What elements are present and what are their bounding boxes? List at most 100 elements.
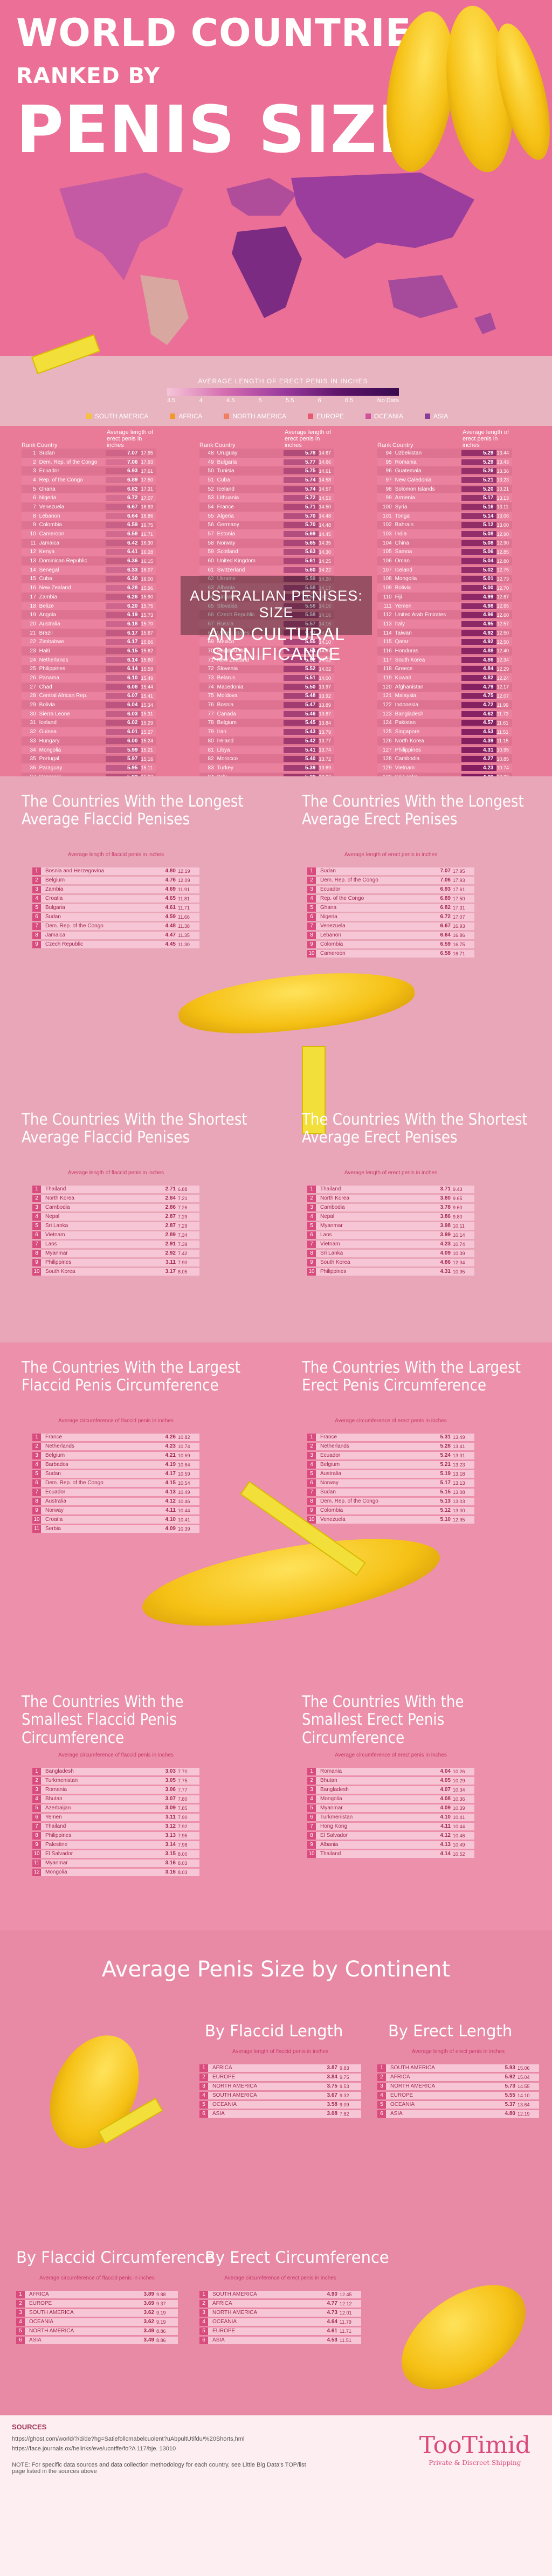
- cell-c: Albania: [316, 1841, 425, 1849]
- cell-n: 8: [307, 1832, 316, 1840]
- cell-cm: 16.86: [141, 513, 153, 519]
- cell-c: Mongolia: [41, 1869, 150, 1876]
- cell-rk: 57: [208, 531, 214, 538]
- table-row: 8 Philippines 3.13 7.95: [32, 1831, 199, 1840]
- ranking-row: 102 Bahrain 5.12 13.00: [377, 520, 512, 530]
- sources-heading: SOURCES: [12, 2423, 47, 2431]
- cell-n: 3: [307, 886, 316, 893]
- cell-v: 3.14: [150, 1841, 178, 1849]
- cell-c: Cambodia: [41, 1204, 150, 1211]
- cell-v: 4.09: [150, 1525, 178, 1533]
- cell-val: 5.59: [284, 576, 319, 582]
- cell-val: 5.00: [461, 585, 497, 591]
- cell-n: 9: [307, 1507, 316, 1514]
- ranking-row: 3 Ecuador 6.93 17.61: [22, 466, 156, 476]
- cell-c: Dem. Rep. of the Congo: [41, 922, 150, 930]
- ranking-row: 26 Panama 6.10 15.49: [22, 673, 156, 683]
- cell-cm: 17.61: [141, 468, 153, 474]
- cell-rk: 96: [385, 468, 392, 474]
- cell-val: 5.20: [461, 486, 497, 492]
- ranking-row: 101 Tonga 5.14 13.06: [377, 511, 512, 521]
- cell-v: 3.06: [150, 1786, 178, 1794]
- cell-cm: 15.44: [141, 684, 153, 690]
- ranking-row: 27 Chad 6.08 15.44: [22, 682, 156, 692]
- cell-rk: 8: [33, 513, 36, 519]
- source-link-2[interactable]: https://face.journals.ox/helinks/eve/ucn…: [12, 2446, 176, 2452]
- cell-cm: 14.20: [319, 576, 331, 582]
- source-link-1[interactable]: https://ghost.com/world/?/d/de?hg=Satief…: [12, 2436, 245, 2442]
- cell-cm: 14.22: [319, 567, 331, 573]
- table-row: 7 Laos 2.91 7.39: [32, 1240, 199, 1249]
- ranking-row: 18 Belize 6.20 15.75: [22, 601, 156, 611]
- cell-v: 4.09: [425, 1804, 453, 1812]
- cell-ct: France: [217, 504, 234, 510]
- cell-ct: Ukraine: [217, 576, 236, 582]
- cell-ct: Indonesia: [395, 702, 419, 708]
- legend-tick: 6: [318, 397, 321, 404]
- cell-ct: Afghanistan: [395, 684, 424, 690]
- continent-key-item: NORTH AMERICA: [224, 412, 286, 420]
- ranking-row: 36 Paraguay 5.95 15.11: [22, 763, 156, 773]
- cell-v: 6.72: [425, 913, 453, 921]
- table-row: 6 ASIA 3.08 7.82: [199, 2110, 361, 2118]
- table-row: 8 Jamaica 4.47 11.35: [32, 931, 199, 940]
- cell-val: 5.77: [284, 459, 319, 465]
- continent-swatch: [170, 414, 176, 419]
- cell-cm: 16.93: [141, 504, 153, 510]
- cell-ct: Mexico: [217, 639, 234, 645]
- cell-n: 2: [307, 1443, 316, 1450]
- cell-cm: 12.07: [496, 693, 509, 699]
- table-row: 10 El Salvador 3.15 8.00: [32, 1850, 199, 1858]
- table-row: 5 Sudan 4.17 10.59: [32, 1470, 199, 1478]
- cell-v: 4.80: [150, 867, 178, 875]
- cell-n: 7: [32, 1489, 41, 1496]
- cell-ct: United Kingdom: [217, 558, 256, 564]
- cell-m: 10.46: [178, 1498, 199, 1505]
- cell-cm: 15.24: [141, 738, 153, 744]
- cell-ct: Syria: [395, 504, 408, 510]
- cell-m: 9.75: [340, 2074, 361, 2081]
- table-row: 7 Ecuador 4.13 10.49: [32, 1488, 199, 1497]
- cell-c: NORTH AMERICA: [25, 2327, 128, 2335]
- cell-rk: 48: [208, 450, 214, 456]
- header: WORLD COUNTRIES RANKED BY PENIS SIZE: [0, 0, 552, 375]
- table-row: 8 El Salvador 4.12 10.46: [307, 1831, 474, 1840]
- cell-val: 5.04: [461, 558, 497, 564]
- cell-v: 5.15: [425, 1489, 453, 1496]
- cell-n: 2: [32, 1777, 41, 1785]
- cell-rk: 5: [33, 486, 36, 492]
- ranking-row: 12 Kenya 6.41 16.28: [22, 547, 156, 557]
- legend-gradient: [167, 388, 399, 396]
- legend-tick: 4.5: [226, 397, 235, 404]
- cell-rk: 68: [208, 630, 214, 636]
- cell-cm: 15.70: [141, 621, 153, 627]
- cell-rk: 6: [33, 495, 36, 501]
- cell-c: OCEANIA: [386, 2101, 489, 2109]
- table-row: 1 France 4.26 10.82: [32, 1433, 199, 1442]
- cell-cm: 16.71: [141, 531, 153, 537]
- cell-val: 6.26: [106, 594, 141, 600]
- ranking-row: 123 Bangladesh 4.62 11.73: [377, 709, 512, 719]
- cell-m: 10.36: [453, 1795, 474, 1803]
- cell-m: 9.32: [340, 2092, 361, 2099]
- cell-n: 6: [32, 913, 41, 921]
- cell-rk: 34: [30, 747, 36, 753]
- cell-val: 6.15: [106, 648, 141, 654]
- cell-v: 4.76: [150, 877, 178, 884]
- cell-n: 3: [32, 886, 41, 893]
- cell-val: 5.41: [284, 747, 319, 753]
- brand-logo[interactable]: TooTimid Private & Discreet Shipping: [419, 2432, 530, 2467]
- ranking-header: Rank Country Average length of erect penis…: [22, 429, 156, 449]
- table-row: 6 Yemen 3.11 7.90: [32, 1813, 199, 1822]
- cell-m: 10.74: [453, 1241, 474, 1248]
- table-row: 5 OCEANIA 3.58 9.09: [199, 2100, 361, 2109]
- cell-v: 4.45: [150, 941, 178, 948]
- cell-v: 3.15: [150, 1850, 178, 1858]
- cell-rk: 2: [33, 459, 36, 465]
- article-banner[interactable]: AUSTRALIAN PENISES: SIZE AND CULTURAL SI…: [181, 576, 372, 664]
- cell-cm: 12.90: [496, 531, 509, 537]
- cell-m: 7.85: [178, 1804, 199, 1812]
- cell-rk: 112: [383, 612, 392, 618]
- table-row: 5 Azerbaijan 3.09 7.85: [32, 1804, 199, 1813]
- cell-m: 12.19: [178, 867, 199, 875]
